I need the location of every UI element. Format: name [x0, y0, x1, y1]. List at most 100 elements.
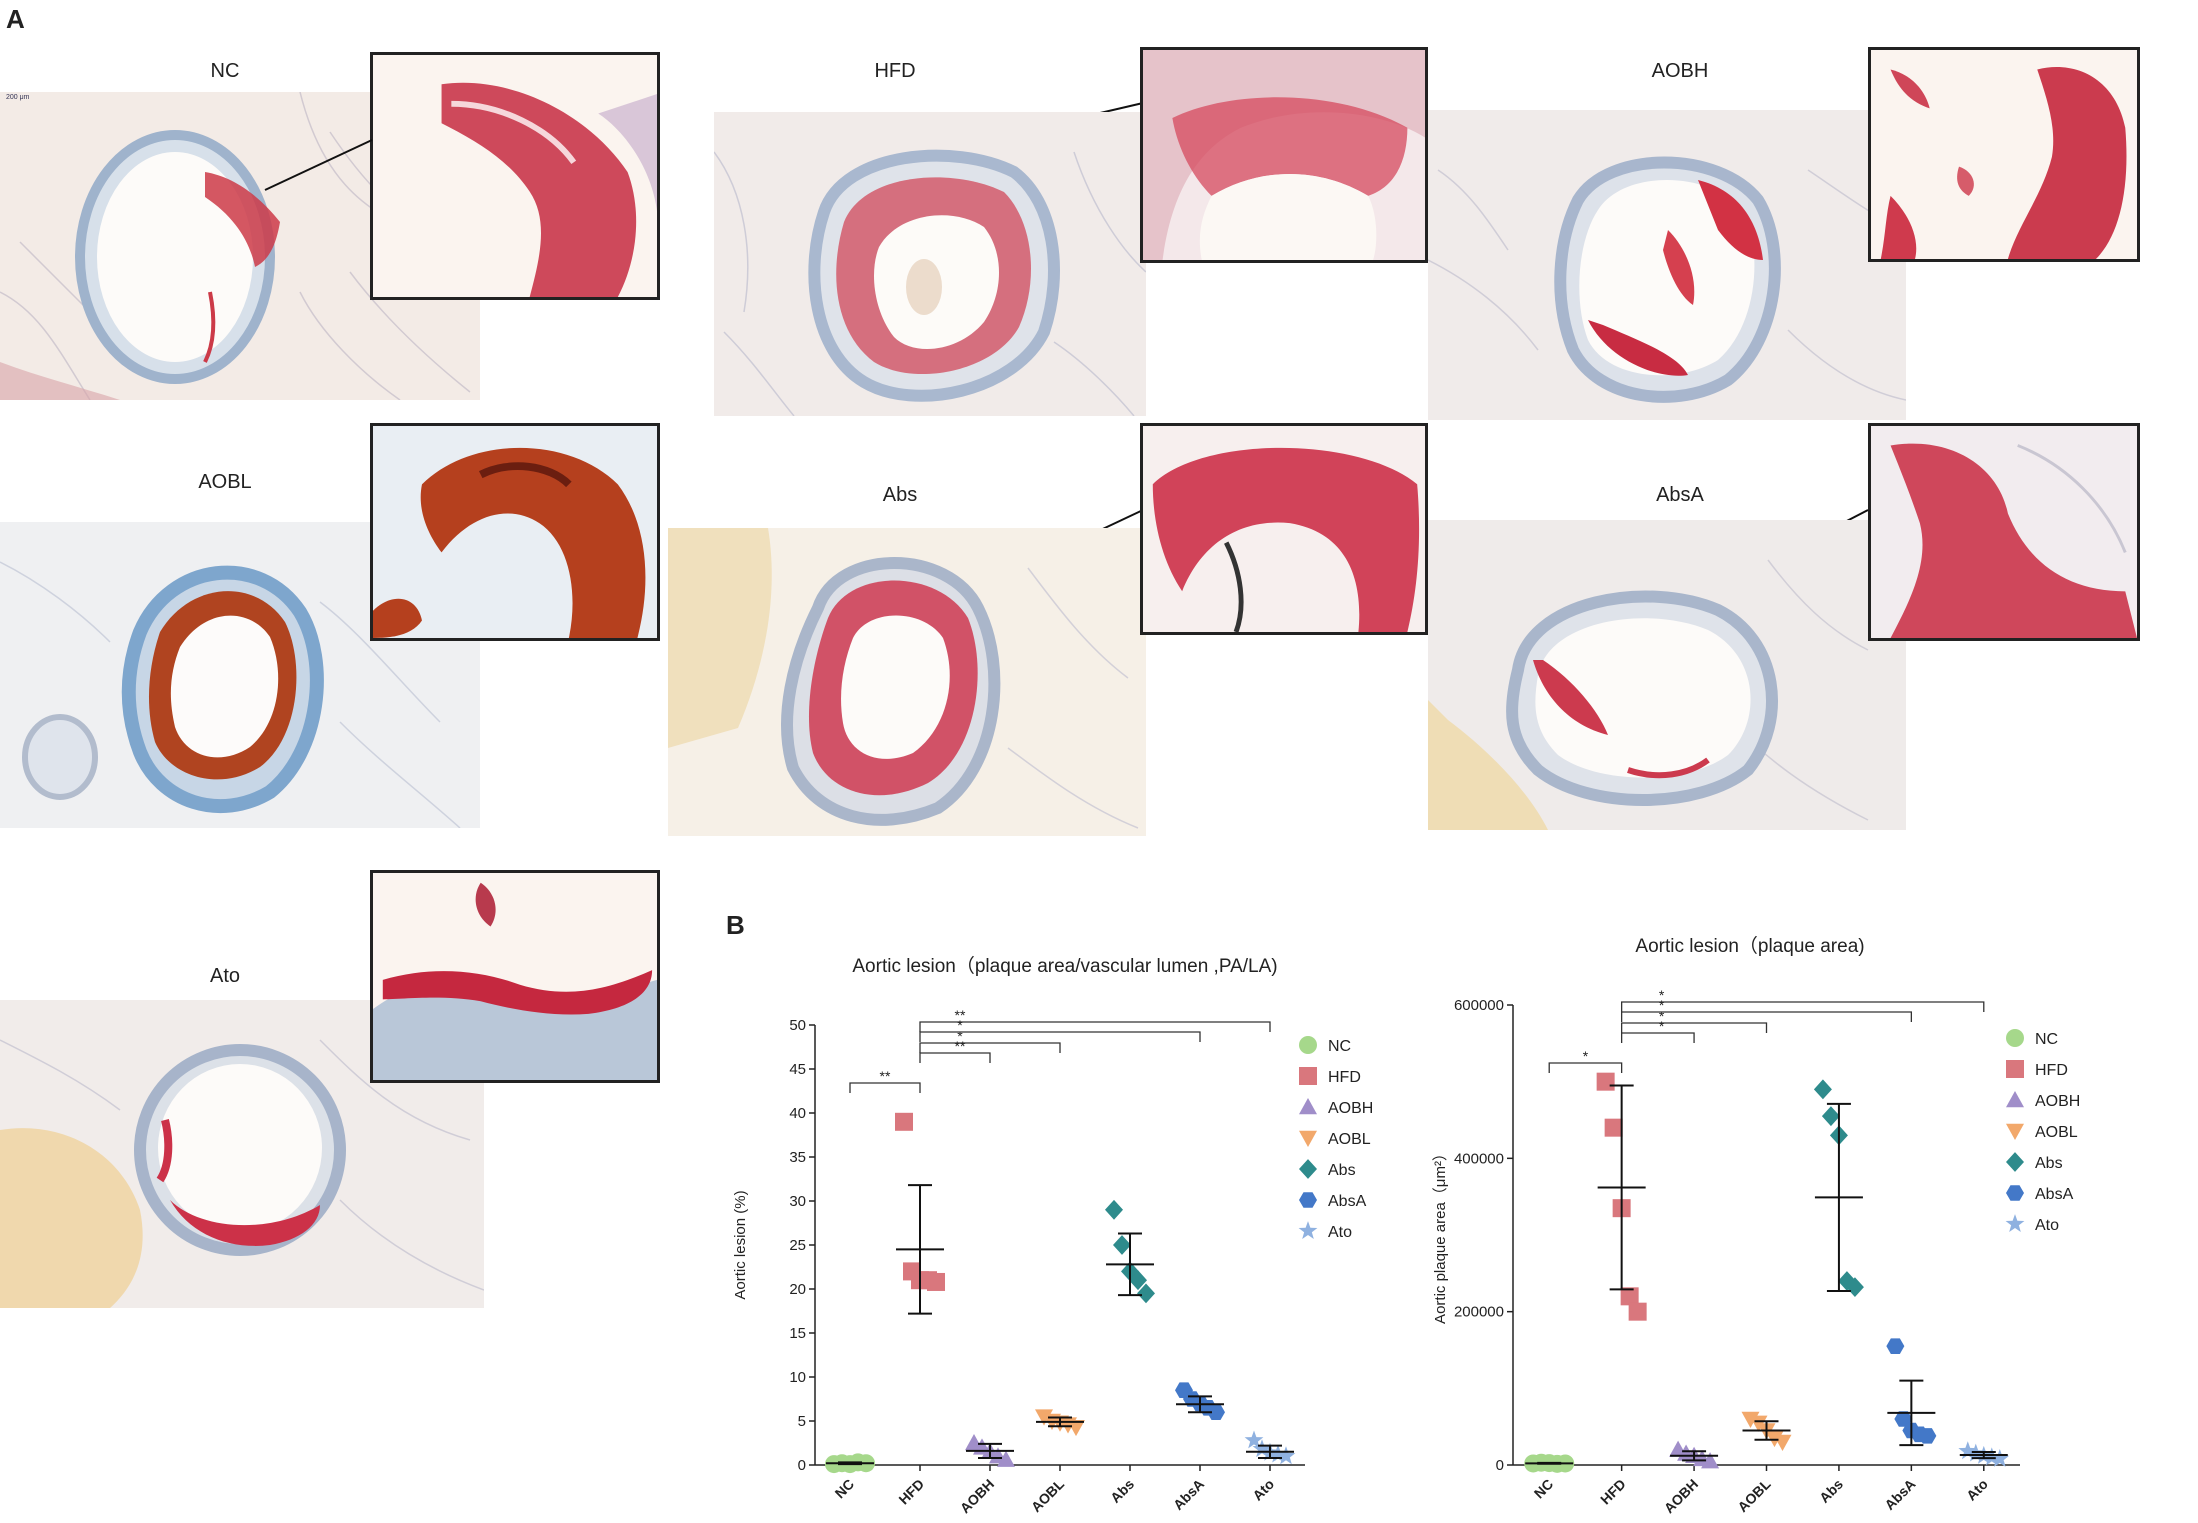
legend-marker — [1299, 1130, 1317, 1147]
group-label-ato: Ato — [209, 965, 241, 987]
data-point — [1276, 1446, 1296, 1465]
histology-aobh — [1428, 110, 1906, 420]
significance-label: * — [1659, 1008, 1665, 1024]
x-tick-label: HFD — [1597, 1476, 1629, 1508]
significance-label: ** — [955, 1038, 966, 1054]
data-point — [1886, 1338, 1905, 1354]
legend-label: AOBL — [2035, 1124, 2078, 1141]
significance-bracket — [1620, 1011, 1913, 1022]
significance-bracket — [1620, 1001, 1985, 1012]
legend-marker — [1299, 1067, 1317, 1085]
significance-label: * — [1659, 997, 1665, 1013]
x-tick-label: AbsA — [1881, 1476, 1918, 1513]
data-point — [1918, 1428, 1937, 1444]
significance-bracket — [919, 1042, 1061, 1053]
legend-marker — [2006, 1060, 2024, 1078]
legend-label: AOBL — [1328, 1131, 1371, 1148]
legend-label: HFD — [2035, 1062, 2068, 1079]
data-point — [1990, 1448, 2010, 1467]
x-tick-label: Ato — [1963, 1476, 1991, 1504]
y-tick-label: 15 — [789, 1325, 806, 1342]
y-tick-label: 30 — [789, 1193, 806, 1210]
legend-label: NC — [2035, 1031, 2058, 1048]
legend-marker — [2006, 1185, 2024, 1201]
y-tick-label: 200000 — [1454, 1304, 1504, 1321]
chart-title: Aortic lesion（plaque area/vascular lumen… — [852, 955, 1277, 977]
legend-marker — [1299, 1159, 1317, 1179]
legend-marker — [2006, 1091, 2024, 1108]
significance-bracket — [919, 1031, 1201, 1042]
y-tick-label: 0 — [1496, 1457, 1504, 1474]
inset-ato — [370, 870, 660, 1083]
data-point — [1958, 1441, 1978, 1460]
legend-label: Ato — [1328, 1224, 1352, 1241]
significance-label: ** — [880, 1068, 891, 1084]
x-tick-label: Abs — [1107, 1476, 1137, 1506]
scale-bar: 200 μm — [6, 94, 30, 101]
y-tick-label: 10 — [789, 1369, 806, 1386]
data-point — [1244, 1430, 1264, 1449]
legend-marker — [1298, 1221, 1318, 1240]
y-tick-label: 50 — [789, 1017, 806, 1034]
inset-abs — [1140, 423, 1428, 635]
y-tick-label: 20 — [789, 1281, 806, 1298]
legend-label: HFD — [1328, 1069, 1361, 1086]
y-tick-label: 40 — [789, 1105, 806, 1122]
legend-label: AOBH — [2035, 1093, 2080, 1110]
legend-label: NC — [1328, 1038, 1351, 1055]
data-point — [1701, 1452, 1720, 1469]
chart-lesion-percent: Aortic lesion（plaque area/vascular lumen… — [730, 940, 1430, 1523]
data-point — [1105, 1199, 1123, 1220]
x-tick-label: HFD — [895, 1476, 927, 1508]
y-axis-label: Aortic plaque area（μm²） — [1432, 1146, 1449, 1324]
legend-marker — [2005, 1214, 2025, 1233]
data-point — [1604, 1118, 1623, 1137]
inset-aobl — [370, 423, 660, 641]
histology-aobl — [0, 522, 480, 828]
legend-label: Ato — [2035, 1217, 2059, 1234]
x-tick-label: AOBL — [1028, 1475, 1068, 1515]
significance-bracket — [1620, 1022, 1768, 1033]
legend-label: Abs — [1328, 1162, 1356, 1179]
x-tick-label: Ato — [1249, 1476, 1277, 1504]
data-point — [1837, 1271, 1856, 1291]
data-point — [1207, 1404, 1225, 1420]
significance-label: * — [1583, 1048, 1589, 1064]
data-point — [1252, 1439, 1272, 1458]
group-label-aobh: AOBH — [1651, 60, 1709, 82]
histology-absa — [1428, 520, 1906, 830]
y-tick-label: 400000 — [1454, 1150, 1504, 1167]
data-point — [1821, 1106, 1840, 1127]
significance-label: * — [957, 1017, 963, 1033]
data-point — [1813, 1079, 1832, 1100]
inset-hfd — [1140, 47, 1428, 263]
significance-label: * — [1659, 1018, 1665, 1034]
data-point — [895, 1112, 913, 1131]
significance-bracket — [1620, 1032, 1695, 1043]
significance-label: * — [957, 1028, 963, 1044]
significance-label: * — [1659, 987, 1665, 1003]
y-tick-label: 25 — [789, 1237, 806, 1254]
legend-label: AbsA — [2035, 1186, 2074, 1203]
y-tick-label: 45 — [789, 1061, 806, 1078]
data-point — [1628, 1302, 1647, 1321]
group-label-abs: Abs — [882, 484, 918, 506]
legend-marker — [2006, 1152, 2024, 1172]
data-point — [1035, 1409, 1053, 1426]
group-label-nc: NC — [210, 60, 240, 82]
panel-b-label: B — [726, 910, 745, 940]
x-tick-label: AOBH — [957, 1476, 997, 1516]
legend-marker — [2006, 1029, 2024, 1047]
legend-marker — [1299, 1192, 1317, 1208]
data-point — [1596, 1072, 1615, 1091]
histology-hfd — [714, 112, 1146, 416]
x-tick-label: AOBL — [1734, 1475, 1774, 1515]
chart-title: Aortic lesion（plaque area) — [1635, 935, 1864, 957]
legend-marker — [1299, 1098, 1317, 1115]
data-point — [1067, 1419, 1085, 1437]
group-label-hfd: HFD — [874, 60, 916, 82]
legend-marker — [2006, 1123, 2024, 1140]
inset-aobh — [1868, 47, 2140, 262]
inset-absa — [1868, 423, 2140, 641]
legend-label: AbsA — [1328, 1193, 1367, 1210]
